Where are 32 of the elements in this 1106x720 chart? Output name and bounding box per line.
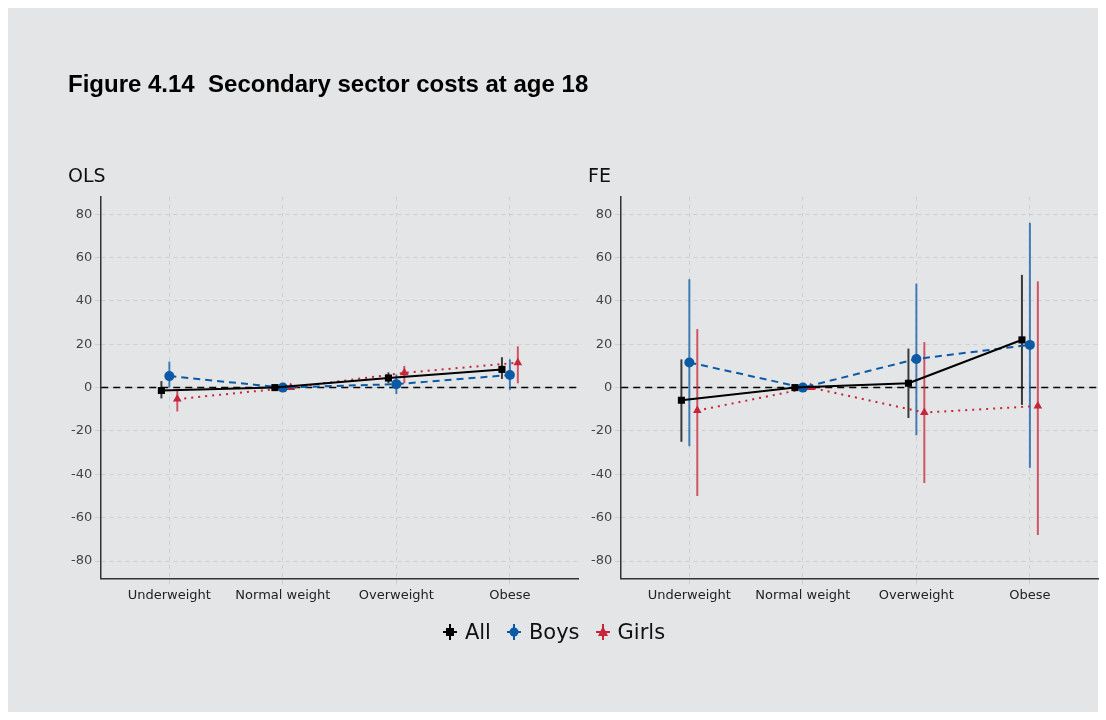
legend-label: Boys: [527, 620, 580, 644]
y-tick-label: -60: [591, 509, 613, 525]
y-tick-label: -40: [591, 465, 613, 481]
x-tick-label: Normal weight: [755, 586, 851, 602]
legend-label: All: [463, 620, 491, 644]
x-tick-label: Overweight: [878, 586, 954, 602]
y-tick-label: -60: [71, 509, 93, 525]
y-tick-label: 40: [595, 292, 613, 308]
y-tick-label: 80: [595, 205, 613, 221]
caption: Figure 4.14 Secondary sector costs at age 18: [68, 70, 589, 98]
x-tick-label: Underweight: [127, 586, 211, 602]
x-tick-label: Underweight: [647, 586, 731, 602]
y-tick-label: 0: [83, 378, 93, 394]
x-tick-label: Normal weight: [235, 586, 331, 602]
y-tick-label: -80: [591, 552, 613, 568]
chart-title: OLS: [68, 164, 106, 187]
x-tick-label: Obese: [1009, 586, 1051, 602]
y-tick-label: 60: [75, 248, 93, 264]
y-tick-label: -20: [591, 422, 613, 438]
chart-title: FE: [588, 164, 611, 187]
x-tick-label: Overweight: [358, 586, 434, 602]
y-tick-label: 20: [595, 335, 613, 351]
y-tick-label: 40: [75, 292, 93, 308]
y-tick-label: 80: [75, 205, 93, 221]
x-tick-label: Obese: [489, 586, 531, 602]
legend-label: Girls: [616, 620, 666, 644]
y-tick-label: -40: [71, 465, 93, 481]
y-tick-label: -80: [71, 552, 93, 568]
y-tick-label: -20: [71, 422, 93, 438]
y-tick-label: 0: [603, 378, 613, 394]
y-tick-label: 20: [75, 335, 93, 351]
y-tick-label: 60: [595, 248, 613, 264]
